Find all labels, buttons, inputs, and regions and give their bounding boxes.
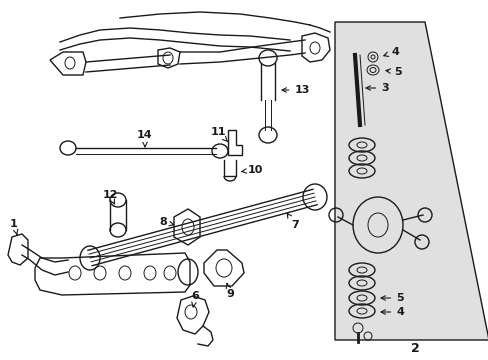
Text: 13: 13: [282, 85, 309, 95]
Text: 5: 5: [380, 293, 403, 303]
Text: 1: 1: [10, 219, 18, 235]
Text: 11: 11: [210, 127, 227, 142]
Text: 3: 3: [366, 83, 388, 93]
Text: 8: 8: [159, 217, 173, 227]
Text: 10: 10: [241, 165, 262, 175]
Text: 4: 4: [380, 307, 403, 317]
Text: 7: 7: [286, 213, 298, 230]
Text: 12: 12: [102, 190, 118, 204]
Polygon shape: [334, 22, 488, 340]
Text: 6: 6: [191, 291, 199, 307]
Text: 4: 4: [383, 47, 398, 57]
Text: 9: 9: [225, 283, 233, 299]
Text: 14: 14: [137, 130, 153, 147]
Text: 5: 5: [385, 67, 401, 77]
Text: 2: 2: [410, 342, 419, 355]
